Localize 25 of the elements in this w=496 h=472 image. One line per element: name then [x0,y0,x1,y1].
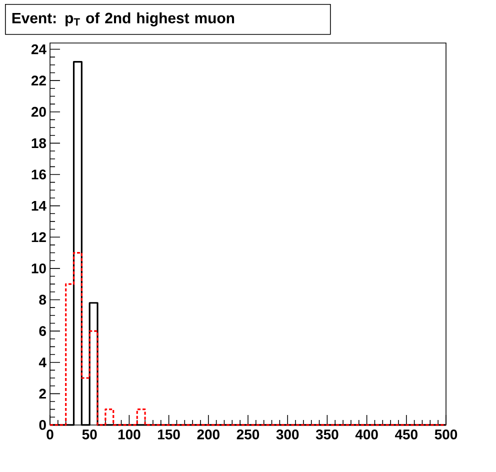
x-tick-label: 400 [355,429,378,440]
x-tick-label: 100 [118,429,140,440]
y-tick-label: 18 [32,138,46,148]
x-tick-label: 350 [316,429,338,440]
x-tick-label: 200 [197,429,220,440]
y-tick-label: 14 [32,201,46,211]
x-tick-label: 300 [276,429,299,440]
x-tick-label: 500 [434,429,458,440]
y-tick-label: 12 [32,232,46,242]
y-tick-label: 4 [38,358,46,368]
y-tick-label: 10 [32,263,46,274]
y-tick-label: 20 [31,106,46,117]
x-tick-label: 450 [394,429,418,440]
y-tick-label: 6 [39,326,46,336]
y-tick-label: 16 [32,170,46,180]
y-tick-label: 8 [39,294,46,305]
chart-title: Event: p$_{T}$ of 2nd highest muon [12,12,234,26]
x-tick-label: 250 [236,429,260,440]
x-tick-label: 0 [46,429,54,440]
y-tick-label: 0 [39,420,46,430]
y-tick-label: 22 [31,76,46,86]
y-tick-label: 24 [31,44,46,54]
x-tick-label: 50 [82,429,97,440]
y-tick-label: 2 [39,388,46,399]
x-tick-label: 150 [158,429,180,440]
